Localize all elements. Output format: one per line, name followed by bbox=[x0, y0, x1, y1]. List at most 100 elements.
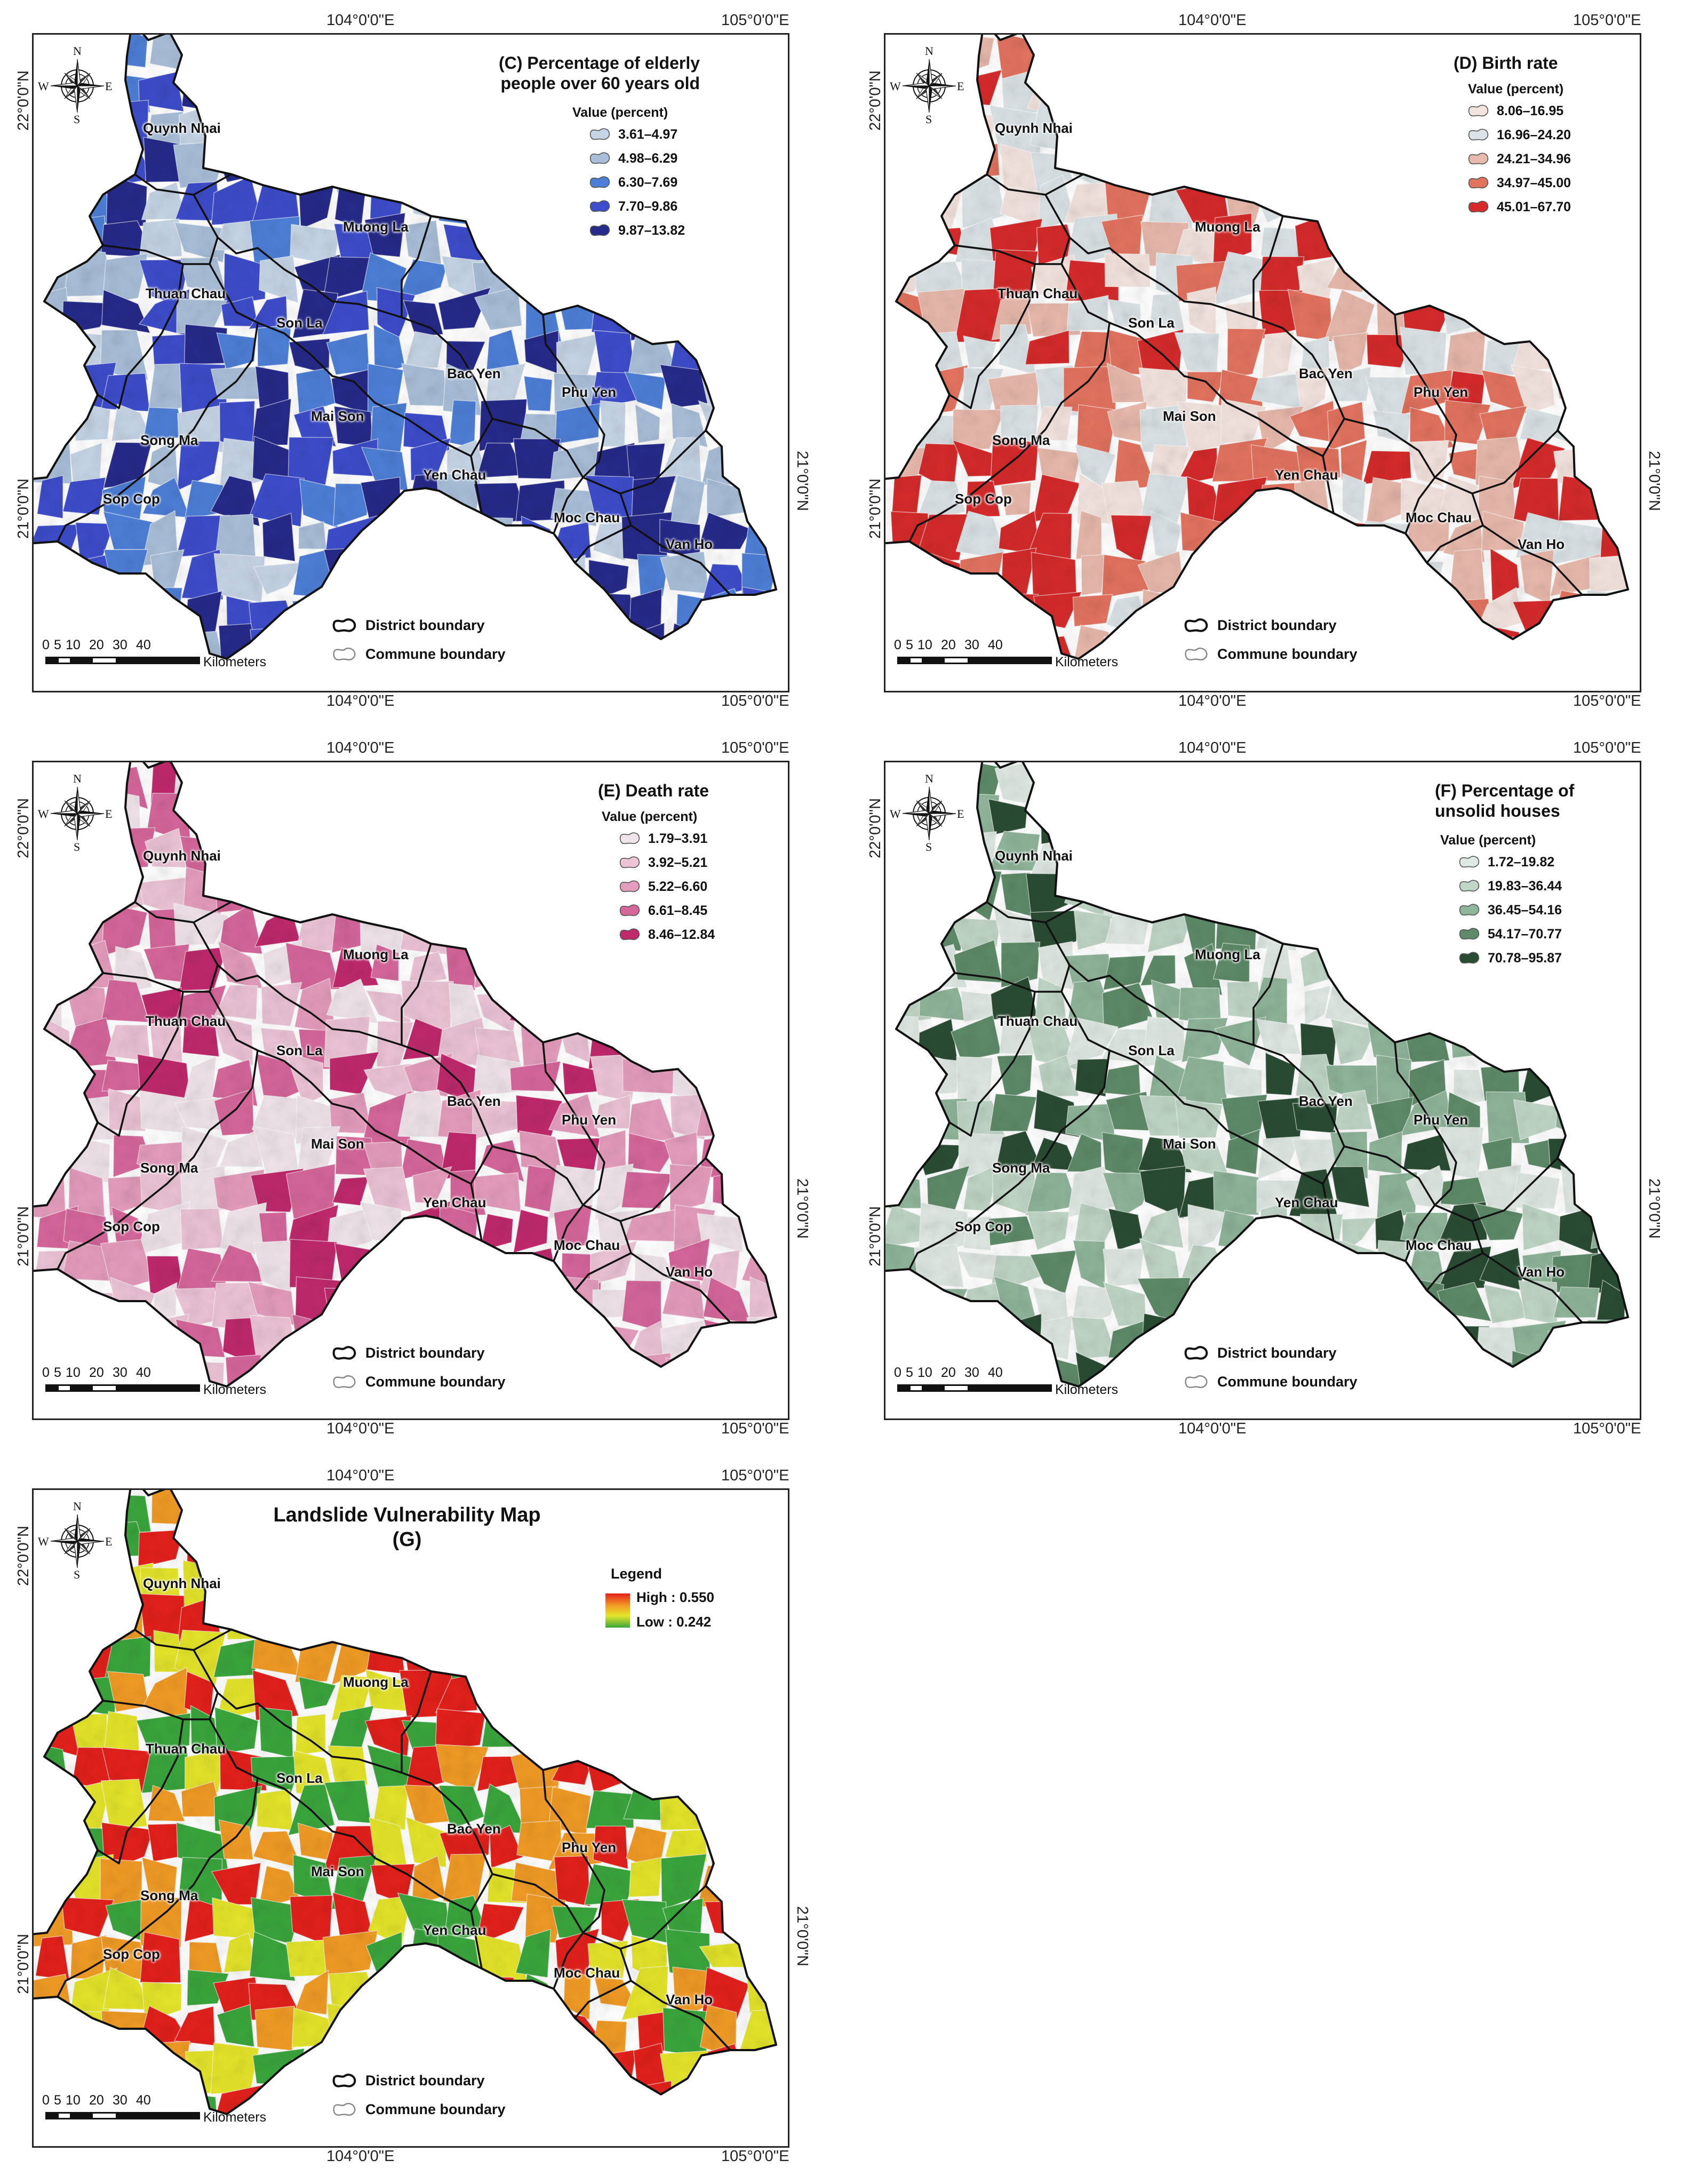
north-arrow-icon: N S W E bbox=[890, 772, 964, 854]
legend-class-label: 3.92–5.21 bbox=[648, 855, 708, 870]
lon-label-right-bottom: 105°0'0"E bbox=[721, 2148, 789, 2165]
commune-polygon bbox=[701, 100, 746, 154]
commune-polygon bbox=[288, 806, 338, 844]
commune-polygon bbox=[779, 219, 788, 265]
commune-polygon bbox=[216, 1518, 259, 1565]
district-label-moc-chau: Moc Chau bbox=[554, 509, 620, 525]
commune-polygon bbox=[635, 1632, 671, 1678]
commune-polygon bbox=[1361, 1321, 1410, 1367]
commune-polygon bbox=[212, 764, 255, 801]
commune-polygon bbox=[953, 1314, 1002, 1370]
commune-boundary-icon bbox=[1185, 1375, 1208, 1388]
commune-polygon bbox=[698, 192, 748, 228]
commune-polygon bbox=[518, 1674, 565, 1724]
commune-polygon bbox=[174, 762, 228, 798]
commune-polygon bbox=[368, 105, 405, 140]
commune-polygon bbox=[1636, 407, 1640, 445]
commune-polygon bbox=[1626, 977, 1628, 1029]
scale-tick-label: 20 bbox=[89, 2093, 104, 2108]
commune-polygon bbox=[735, 792, 776, 840]
legend-class-row: 3.61–4.97 bbox=[589, 124, 677, 145]
commune-polygon bbox=[407, 843, 445, 875]
district-boundary-line bbox=[1060, 264, 1335, 514]
commune-polygon bbox=[751, 259, 776, 297]
district-label-sop-cop: Sop Cop bbox=[103, 1946, 160, 1962]
commune-polygon bbox=[521, 2008, 559, 2054]
scale-tick-label: 5 bbox=[54, 637, 61, 652]
district-label-song-ma: Song Ma bbox=[992, 1160, 1050, 1176]
commune-polygon bbox=[1032, 762, 1076, 807]
commune-polygon bbox=[1398, 1319, 1456, 1359]
commune-polygon bbox=[514, 764, 566, 806]
commune-polygon bbox=[1292, 762, 1339, 805]
commune-polygon bbox=[1635, 831, 1640, 876]
commune-polygon bbox=[435, 35, 489, 76]
commune-polygon bbox=[734, 147, 776, 192]
commune-polygon bbox=[510, 865, 557, 921]
commune-polygon bbox=[1409, 217, 1441, 266]
commune-polygon bbox=[445, 1557, 485, 1610]
commune-polygon bbox=[550, 1668, 598, 1716]
district-boundary-line bbox=[1344, 1145, 1436, 1262]
commune-polygon bbox=[364, 763, 409, 809]
legend-class-label: 9.87–13.82 bbox=[618, 222, 685, 238]
commune-polygon bbox=[1623, 1317, 1628, 1364]
commune-polygon bbox=[1297, 105, 1336, 153]
commune-polygon bbox=[1329, 35, 1378, 79]
commune-polygon bbox=[1104, 801, 1153, 838]
legend-swatch bbox=[619, 928, 640, 940]
commune-polygon bbox=[591, 1674, 629, 1719]
commune-polygon bbox=[1254, 67, 1296, 117]
commune-polygon bbox=[773, 988, 776, 1029]
commune-polygon bbox=[546, 1558, 602, 1602]
commune-polygon bbox=[1367, 587, 1411, 624]
district-label-son-la: Son La bbox=[1128, 315, 1175, 331]
legend-class-row: 54.17–70.77 bbox=[1459, 924, 1562, 944]
commune-polygon bbox=[1631, 1134, 1640, 1173]
legend-label: Legend bbox=[611, 1566, 663, 1582]
commune-polygon bbox=[76, 586, 109, 637]
scale-unit-label: Kilometers bbox=[203, 1382, 267, 1397]
commune-polygon bbox=[452, 803, 491, 838]
legend-class-row: 8.06–16.95 bbox=[1468, 101, 1563, 121]
commune-polygon bbox=[736, 912, 776, 950]
district-boundary-line bbox=[986, 901, 1083, 923]
legend-value-label: Value (percent) bbox=[1468, 82, 1564, 97]
district-boundary-legend: District boundary bbox=[332, 617, 485, 634]
district-label-moc-chau: Moc Chau bbox=[1406, 1237, 1472, 1253]
legend-swatch bbox=[1468, 105, 1489, 117]
commune-polygon bbox=[887, 871, 920, 914]
commune-polygon bbox=[1560, 1051, 1604, 1107]
scale-tick-label: 5 bbox=[906, 1365, 913, 1380]
district-label-song-ma: Song Ma bbox=[140, 432, 198, 448]
commune-polygon bbox=[1624, 517, 1628, 564]
commune-boundary-legend: Commune boundary bbox=[332, 646, 506, 663]
commune-polygon bbox=[885, 1054, 931, 1108]
commune-polygon bbox=[1601, 1136, 1628, 1183]
commune-polygon bbox=[1218, 137, 1262, 188]
commune-polygon bbox=[34, 406, 66, 446]
commune-polygon bbox=[1450, 213, 1484, 268]
commune-polygon bbox=[519, 951, 558, 988]
commune-polygon bbox=[1212, 1277, 1268, 1331]
commune-polygon bbox=[290, 1357, 337, 1386]
commune-polygon bbox=[885, 139, 929, 191]
commune-polygon bbox=[1365, 939, 1414, 992]
lat-label-bottom-left: 21°0'0"N bbox=[867, 479, 884, 539]
district-boundary-line bbox=[542, 314, 605, 479]
commune-polygon bbox=[291, 35, 335, 69]
commune-polygon bbox=[366, 866, 413, 908]
commune-polygon bbox=[1476, 1018, 1518, 1060]
province-outline bbox=[34, 35, 777, 660]
commune-polygon bbox=[736, 1822, 776, 1867]
commune-polygon bbox=[1627, 435, 1628, 487]
commune-polygon bbox=[514, 1350, 566, 1386]
commune-polygon bbox=[331, 66, 372, 108]
commune-polygon bbox=[1586, 251, 1628, 302]
commune-polygon bbox=[1111, 101, 1152, 157]
district-label-quynh-nhai: Quynh Nhai bbox=[143, 120, 221, 136]
commune-polygon bbox=[323, 1555, 377, 1612]
commune-polygon bbox=[697, 66, 753, 104]
commune-polygon bbox=[1186, 1276, 1227, 1332]
commune-polygon bbox=[784, 866, 788, 906]
